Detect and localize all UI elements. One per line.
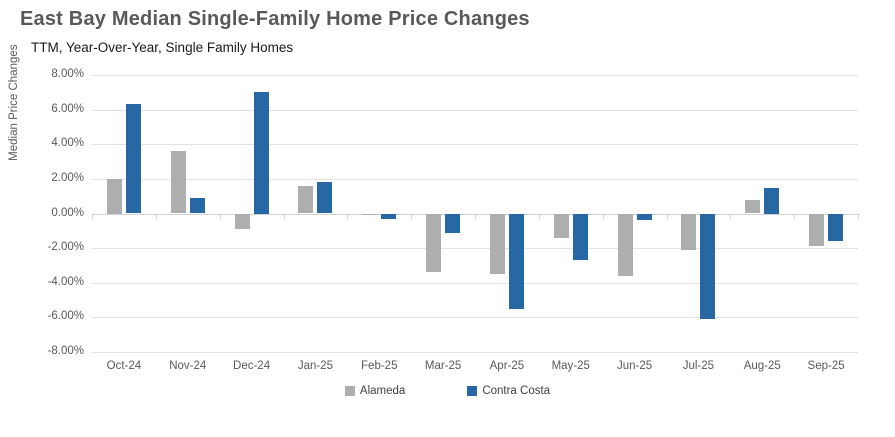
alameda-legend-swatch-icon — [344, 386, 355, 396]
gridline — [92, 352, 858, 353]
bar-alameda-oct-24 — [106, 178, 122, 214]
x-axis-tick — [92, 213, 93, 219]
x-tick-label: Feb-25 — [361, 360, 398, 372]
x-axis-tick — [347, 213, 349, 219]
bar-alameda-aug-25 — [745, 199, 761, 214]
y-tick-label: -6.00% — [47, 310, 84, 323]
gridline — [92, 317, 858, 319]
x-tick-label: Dec-24 — [233, 360, 271, 372]
x-tick-label: Sep-25 — [807, 360, 845, 372]
x-axis-tick — [858, 213, 859, 219]
bar-contra-costa-may-25 — [572, 213, 588, 261]
bar-alameda-jan-25 — [298, 185, 314, 214]
y-tick-label: 0.00% — [51, 206, 84, 219]
y-tick-label: -2.00% — [47, 241, 84, 254]
gridline — [92, 144, 858, 146]
bar-alameda-dec-24 — [234, 213, 250, 230]
x-tick-label: Jan-25 — [297, 360, 333, 372]
bar-alameda-sep-25 — [809, 213, 825, 247]
x-axis-tick — [411, 213, 413, 219]
gridline — [92, 248, 858, 250]
bar-alameda-jun-25 — [617, 213, 633, 276]
x-axis-tick — [602, 213, 604, 219]
legend-label-contra-costa: Contra Costa — [482, 385, 551, 397]
x-tick-label: Jul-25 — [682, 360, 715, 372]
bar-contra-costa-aug-25 — [764, 187, 780, 214]
y-tick-label: 2.00% — [51, 171, 84, 184]
x-axis-tick — [475, 213, 476, 219]
y-tick-label: 4.00% — [51, 137, 84, 150]
y-tick-label: -4.00% — [47, 275, 84, 288]
bar-contra-costa-dec-24 — [253, 92, 269, 214]
bar-alameda-apr-25 — [489, 213, 505, 275]
y-tick-label: 8.00% — [51, 68, 84, 80]
x-tick-label: Nov-24 — [169, 360, 207, 372]
bar-contra-costa-apr-25 — [508, 213, 524, 309]
x-tick-label: Jun-25 — [616, 360, 653, 372]
chart-title: East Bay Median Single-Family Home Price… — [20, 8, 530, 30]
x-axis-tick — [219, 213, 221, 219]
bar-contra-costa-jul-25 — [700, 213, 716, 320]
y-tick-label: 6.00% — [51, 102, 84, 115]
x-tick-label: Apr-25 — [489, 360, 525, 372]
x-axis-tick — [155, 213, 157, 219]
x-axis-tick — [283, 213, 285, 219]
legend-label-alameda: Alameda — [359, 385, 406, 397]
chart-subtitle: TTM, Year-Over-Year, Single Family Homes — [31, 40, 294, 55]
x-axis-tick — [794, 213, 796, 219]
legend-item-alameda: Alameda — [344, 385, 406, 397]
bar-alameda-nov-24 — [170, 151, 186, 214]
bar-contra-costa-nov-24 — [189, 197, 205, 214]
x-axis-tick — [666, 213, 668, 219]
bar-contra-costa-sep-25 — [828, 213, 844, 242]
gridline — [92, 109, 858, 111]
gridline — [92, 282, 858, 284]
bar-alameda-jul-25 — [681, 213, 697, 250]
chart-legend: Alameda Contra Costa — [0, 385, 895, 397]
plot-area — [92, 75, 859, 353]
bar-contra-costa-jan-25 — [317, 182, 333, 214]
x-tick-label: Mar-25 — [424, 360, 462, 372]
legend-item-contra-costa: Contra Costa — [467, 385, 550, 397]
gridline — [92, 178, 858, 180]
bar-alameda-feb-25 — [362, 213, 378, 216]
y-tick-label: -8.00% — [47, 345, 84, 357]
bar-contra-costa-oct-24 — [125, 104, 141, 214]
bar-alameda-mar-25 — [426, 213, 442, 273]
bar-alameda-may-25 — [553, 213, 569, 238]
x-tick-label: Oct-24 — [106, 360, 142, 372]
x-axis-tick — [730, 213, 732, 219]
x-axis-tick — [538, 213, 540, 219]
bar-contra-costa-feb-25 — [381, 213, 397, 219]
bar-contra-costa-mar-25 — [445, 213, 461, 233]
gridline — [92, 75, 858, 76]
x-tick-label: May-25 — [551, 360, 590, 372]
x-tick-label: Aug-25 — [743, 360, 781, 372]
bar-contra-costa-jun-25 — [636, 213, 652, 221]
contra-costa-legend-swatch-icon — [467, 386, 478, 396]
